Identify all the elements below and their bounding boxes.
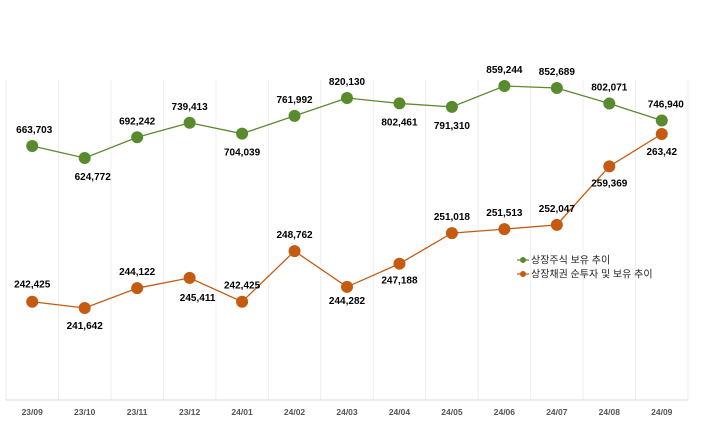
point-stocks bbox=[341, 92, 353, 105]
data-labels: 663,703 624,772 692,242 739,413 704,039 761,9… bbox=[14, 65, 684, 332]
point-stocks bbox=[550, 82, 563, 95]
data-label-stocks: 746,940 bbox=[648, 99, 685, 110]
data-label-bonds: 251,513 bbox=[486, 208, 523, 219]
point-stocks bbox=[445, 100, 458, 113]
legend: 상장주식 보유 추이 상장채권 순투자 및 보유 추이 bbox=[517, 255, 653, 281]
data-label-stocks: 692,242 bbox=[119, 116, 156, 127]
x-tick-label: 24/01 bbox=[231, 407, 253, 417]
x-tick-label: 24/04 bbox=[389, 407, 411, 417]
x-tick-label: 24/02 bbox=[284, 407, 306, 417]
point-bonds bbox=[603, 160, 616, 173]
x-tick-label: 24/05 bbox=[441, 407, 463, 417]
data-label-bonds: 242,425 bbox=[224, 281, 261, 292]
legend-marker-stocks bbox=[520, 257, 526, 263]
data-label-stocks: 761,992 bbox=[276, 95, 313, 106]
point-bonds bbox=[341, 280, 353, 293]
point-bonds bbox=[393, 257, 406, 270]
data-label-stocks: 704,039 bbox=[224, 148, 261, 159]
data-label-bonds: 241,642 bbox=[67, 321, 104, 332]
series-points bbox=[26, 80, 668, 314]
x-tick-label: 24/06 bbox=[494, 407, 516, 417]
x-tick-label: 23/11 bbox=[127, 407, 148, 417]
x-tick-label: 23/10 bbox=[74, 407, 96, 417]
x-tick-label: 24/08 bbox=[599, 407, 621, 417]
point-bonds bbox=[288, 245, 301, 258]
legend-item-bonds: 상장채권 순투자 및 보유 추이 bbox=[517, 269, 653, 281]
x-tick-label: 24/07 bbox=[546, 407, 568, 417]
data-label-bonds: 245,411 bbox=[180, 293, 216, 304]
point-stocks bbox=[26, 140, 39, 153]
legend-label-bonds: 상장채권 순투자 및 보유 추이 bbox=[531, 269, 653, 281]
point-stocks bbox=[603, 97, 616, 110]
data-label-bonds: 252,047 bbox=[539, 204, 576, 215]
x-axis-ticks: 23/09 23/10 23/11 23/12 24/01 24/02 24/03 24/04… bbox=[22, 407, 673, 417]
data-label-stocks: 852,689 bbox=[539, 67, 576, 78]
point-bonds bbox=[236, 295, 249, 308]
point-stocks bbox=[236, 127, 249, 140]
data-label-stocks: 859,244 bbox=[486, 65, 523, 76]
point-stocks bbox=[131, 131, 144, 144]
point-bonds bbox=[655, 128, 668, 140]
x-tick-label: 24/09 bbox=[651, 407, 673, 417]
point-stocks bbox=[498, 80, 511, 92]
data-label-bonds: 247,188 bbox=[381, 276, 418, 287]
data-label-bonds: 244,122 bbox=[119, 267, 156, 278]
point-bonds bbox=[26, 295, 39, 308]
legend-marker-bonds bbox=[520, 271, 526, 277]
point-bonds bbox=[498, 223, 511, 236]
data-label-stocks: 739,413 bbox=[172, 102, 209, 113]
point-stocks bbox=[393, 97, 406, 110]
data-label-stocks: 802,461 bbox=[381, 117, 418, 128]
gridlines bbox=[5, 80, 689, 400]
data-label-bonds: 248,762 bbox=[276, 230, 313, 241]
data-label-stocks: 791,310 bbox=[434, 121, 471, 132]
data-label-stocks: 624,772 bbox=[75, 172, 112, 183]
point-bonds bbox=[445, 227, 458, 240]
point-bonds bbox=[131, 282, 144, 295]
data-label-bonds: 251,018 bbox=[434, 212, 471, 223]
point-bonds bbox=[550, 218, 563, 231]
data-label-bonds: 244,282 bbox=[329, 296, 366, 307]
data-label-bonds: 263,42 bbox=[646, 147, 677, 158]
data-label-stocks: 820,130 bbox=[329, 77, 366, 88]
point-stocks bbox=[78, 152, 91, 164]
legend-label-stocks: 상장주식 보유 추이 bbox=[531, 255, 610, 267]
data-label-bonds: 242,425 bbox=[14, 280, 51, 291]
point-stocks bbox=[655, 114, 668, 127]
point-bonds bbox=[78, 302, 91, 314]
point-stocks bbox=[288, 109, 301, 122]
x-tick-label: 23/09 bbox=[22, 407, 44, 417]
data-label-stocks: 802,071 bbox=[591, 83, 628, 94]
data-label-stocks: 663,703 bbox=[16, 125, 53, 136]
point-bonds bbox=[183, 271, 196, 284]
x-tick-label: 23/12 bbox=[179, 407, 201, 417]
data-label-bonds: 259,369 bbox=[591, 178, 628, 189]
x-tick-label: 24/03 bbox=[336, 407, 358, 417]
legend-item-stocks: 상장주식 보유 추이 bbox=[517, 255, 610, 267]
point-stocks bbox=[183, 116, 196, 129]
